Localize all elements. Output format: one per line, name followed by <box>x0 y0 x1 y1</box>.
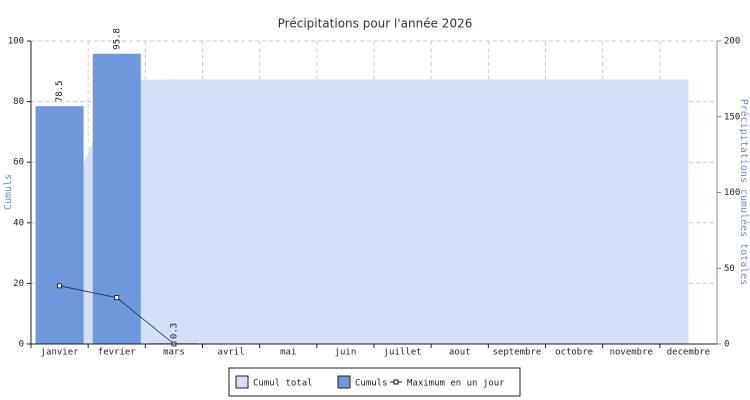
x-tick-label: decembre <box>667 348 710 358</box>
line-marker <box>114 295 120 301</box>
y2-axis-title: Précipitations cumulées totales <box>738 99 750 286</box>
x-tick-label: mars <box>163 348 185 358</box>
x-tick-label: janvier <box>41 348 80 358</box>
y-tick-label: 40 <box>13 218 24 228</box>
x-tick-label: septembre <box>493 348 542 358</box>
y-tick-label: 0 <box>19 340 24 350</box>
area <box>59 79 689 344</box>
x-tick-label: mai <box>280 348 296 358</box>
bar <box>35 106 84 345</box>
legend-swatch <box>337 375 351 389</box>
y2-tick-label: 150 <box>724 112 740 122</box>
x-tick-label: juin <box>335 348 357 358</box>
y2-tick-label: 100 <box>724 188 740 198</box>
x-tick-label: octobre <box>555 348 593 358</box>
y2-tick-label: 0 <box>724 340 729 350</box>
legend-label: Maximum en un jour <box>407 379 505 389</box>
chart-title: Précipitations pour l'année 2026 <box>278 17 473 31</box>
y-axis-title: Cumuls <box>3 174 14 210</box>
line-marker <box>57 283 62 289</box>
bar-value-label: 0.3 <box>169 323 179 339</box>
y-tick-label: 20 <box>13 279 24 289</box>
legend-swatch <box>235 375 249 389</box>
y2-tick-label: 50 <box>724 264 735 274</box>
legend-swatch-marker <box>393 379 399 385</box>
y-tick-label: 80 <box>13 97 24 107</box>
y-tick-label: 100 <box>8 37 24 47</box>
x-tick-label: avril <box>218 348 245 358</box>
x-tick-label: aout <box>449 348 471 358</box>
legend-label: Cumuls <box>355 379 388 389</box>
bar <box>92 53 141 344</box>
y-tick-label: 60 <box>13 158 24 168</box>
x-tick-label: novembre <box>610 348 653 358</box>
bar-value-label: 78.5 <box>55 80 65 102</box>
legend-label: Cumul total <box>253 379 313 389</box>
bar-value-label: 95.8 <box>112 28 122 50</box>
legend-box <box>228 367 521 397</box>
y2-tick-label: 200 <box>724 37 740 47</box>
x-tick-label: fevrier <box>98 348 137 358</box>
x-tick-label: juillet <box>384 348 422 358</box>
